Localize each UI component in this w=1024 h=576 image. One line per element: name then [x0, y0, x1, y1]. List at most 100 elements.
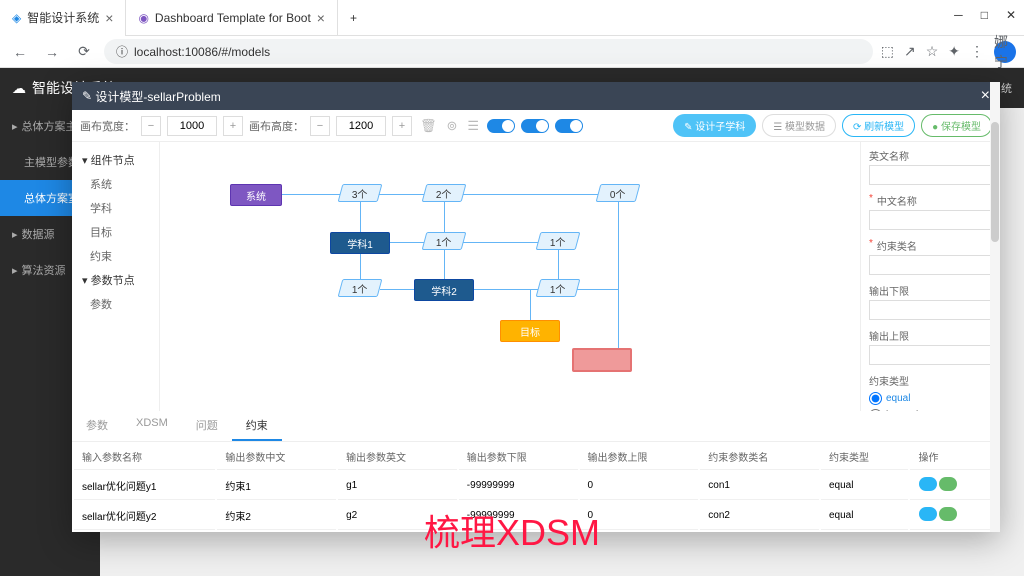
constraints-table: 输入参数名称 输出参数中文 输出参数英文 输出参数下限 输出参数上限 约束参数类… — [72, 442, 1000, 532]
table-header: 输出参数中文 — [217, 444, 336, 470]
chinese-name-input[interactable] — [869, 210, 992, 230]
toggle-2[interactable] — [521, 119, 549, 133]
prop-label: 约束类型 — [869, 373, 992, 388]
tree-item[interactable]: 学科 — [72, 196, 159, 220]
modal-close-icon[interactable]: × — [981, 87, 990, 105]
properties-panel: 英文名称 *中文名称 *约束类名 输出下限 输出上限 约束类型 equal in… — [860, 142, 1000, 411]
delete-icon[interactable]: 🗑 — [418, 118, 439, 134]
tab-item[interactable]: 问题 — [182, 411, 232, 441]
toggle-3[interactable] — [555, 119, 583, 133]
translate-icon[interactable]: ⬚ — [881, 43, 894, 60]
toolbar: 画布宽度： − + 画布高度： − + 🗑 ⊚ ☰ ✎ 设计子学科 ☰ 模型数据… — [72, 110, 1000, 142]
bottom-tabs: 参数 XDSM 问题 约束 — [72, 411, 1000, 442]
minimize-icon[interactable]: ─ — [954, 8, 963, 22]
browser-tab[interactable]: ◉ Dashboard Template for Boot × — [126, 0, 338, 36]
close-icon[interactable]: ✕ — [1006, 8, 1016, 22]
diagram-node[interactable] — [572, 348, 632, 372]
delete-button[interactable] — [939, 477, 957, 491]
width-input[interactable] — [167, 116, 217, 136]
height-label: 画布高度： — [249, 118, 304, 134]
table-header: 约束参数类名 — [700, 444, 819, 470]
logo-icon: ☁ — [12, 80, 26, 97]
constraint-type-option[interactable]: equal — [869, 390, 992, 407]
diagram-node[interactable]: 1个 — [422, 232, 467, 250]
lower-bound-input[interactable] — [869, 300, 992, 320]
url-text: localhost:10086/#/models — [134, 45, 270, 59]
constraint-class-input[interactable] — [869, 255, 992, 275]
width-plus-button[interactable]: + — [223, 116, 243, 136]
table-header: 约束类型 — [821, 444, 908, 470]
menu-icon[interactable]: ⋮ — [970, 43, 984, 60]
toggle-1[interactable] — [487, 119, 515, 133]
table-header: 输入参数名称 — [74, 444, 215, 470]
tree-item[interactable]: 目标 — [72, 220, 159, 244]
table-row: sellar优化问题y2约束2g2-999999990con2equal — [74, 502, 998, 530]
diagram-node[interactable]: 1个 — [536, 279, 581, 297]
delete-button[interactable] — [939, 507, 957, 521]
tree-item[interactable]: 约束 — [72, 244, 159, 268]
tab-item[interactable]: XDSM — [122, 411, 182, 441]
table-header: 输出参数下限 — [459, 444, 578, 470]
avatar[interactable]: 娜宁 — [994, 41, 1016, 63]
table-header: 输出参数上限 — [580, 444, 699, 470]
diagram-node[interactable]: 3个 — [338, 184, 383, 202]
back-icon[interactable]: ← — [8, 44, 32, 60]
scrollbar[interactable] — [990, 142, 1000, 411]
prop-label: 输出上限 — [869, 328, 992, 343]
action-data[interactable]: ☰ 模型数据 — [762, 114, 836, 137]
table-row: sellar优化问题y1约束1g1-999999990con1equal — [74, 472, 998, 500]
height-input[interactable] — [336, 116, 386, 136]
tab-item[interactable]: 参数 — [72, 411, 122, 441]
tree-group[interactable]: ▾ 参数节点 — [72, 268, 159, 292]
tab-item[interactable]: 约束 — [232, 411, 282, 441]
tab-title: 智能设计系统 — [27, 9, 99, 26]
modal-body: ▾ 组件节点 系统 学科 目标 约束 ▾ 参数节点 参数 系统3个2个0个学科1… — [72, 142, 1000, 411]
prop-label: *中文名称 — [869, 193, 992, 208]
tree-group[interactable]: ▾ 组件节点 — [72, 148, 159, 172]
width-minus-button[interactable]: − — [141, 116, 161, 136]
browser-actions: ⬚ ↗ ☆ ✦ ⋮ 娜宁 — [881, 41, 1016, 63]
browser-tabs: ◈ 智能设计系统 × ◉ Dashboard Template for Boot… — [0, 0, 1024, 36]
new-tab-button[interactable]: + — [338, 0, 369, 36]
diagram-node[interactable]: 目标 — [500, 320, 560, 342]
diagram-node[interactable]: 0个 — [596, 184, 641, 202]
extensions-icon[interactable]: ✦ — [948, 43, 960, 60]
reload-icon[interactable]: ⟳ — [72, 43, 96, 60]
tree-item[interactable]: 系统 — [72, 172, 159, 196]
modal-header: ✎ 设计模型-sellarProblem × — [72, 82, 1000, 110]
forward-icon[interactable]: → — [40, 44, 64, 60]
tab-close-icon[interactable]: × — [105, 10, 113, 26]
english-name-input[interactable] — [869, 165, 992, 185]
diagram-node[interactable]: 1个 — [338, 279, 383, 297]
table-header: 操作 — [910, 444, 998, 470]
bookmark-icon[interactable]: ☆ — [926, 43, 939, 60]
table-header: 输出参数英文 — [338, 444, 457, 470]
node-tree: ▾ 组件节点 系统 学科 目标 约束 ▾ 参数节点 参数 — [72, 142, 160, 411]
maximize-icon[interactable]: □ — [981, 8, 988, 22]
diagram-node[interactable]: 1个 — [536, 232, 581, 250]
share-icon[interactable]: ↗ — [904, 43, 916, 60]
action-save[interactable]: ● 保存模型 — [921, 114, 992, 137]
tree-item[interactable]: 参数 — [72, 292, 159, 316]
height-minus-button[interactable]: − — [310, 116, 330, 136]
url-input[interactable]: ⓘ localhost:10086/#/models — [104, 39, 873, 64]
diagram-node[interactable]: 学科1 — [330, 232, 390, 254]
diagram-node[interactable]: 2个 — [422, 184, 467, 202]
diagram-node[interactable]: 学科2 — [414, 279, 474, 301]
edit-icon: ✎ — [82, 89, 92, 103]
action-refresh[interactable]: ⟳ 刷新模型 — [842, 114, 915, 137]
height-plus-button[interactable]: + — [392, 116, 412, 136]
edit-button[interactable] — [919, 507, 937, 521]
settings-icon[interactable]: ⊚ — [445, 118, 460, 134]
prop-label: 英文名称 — [869, 148, 992, 163]
menu-icon[interactable]: ☰ — [465, 118, 481, 134]
diagram-canvas[interactable]: 系统3个2个0个学科11个1个1个学科21个目标 — [160, 142, 860, 411]
diagram-node[interactable]: 系统 — [230, 184, 282, 206]
browser-tab[interactable]: ◈ 智能设计系统 × — [0, 0, 126, 36]
tab-close-icon[interactable]: × — [317, 10, 325, 26]
address-bar: ← → ⟳ ⓘ localhost:10086/#/models ⬚ ↗ ☆ ✦… — [0, 36, 1024, 68]
design-modal: ✎ 设计模型-sellarProblem × 画布宽度： − + 画布高度： −… — [72, 82, 1000, 532]
edit-button[interactable] — [919, 477, 937, 491]
upper-bound-input[interactable] — [869, 345, 992, 365]
action-design[interactable]: ✎ 设计子学科 — [673, 114, 756, 137]
